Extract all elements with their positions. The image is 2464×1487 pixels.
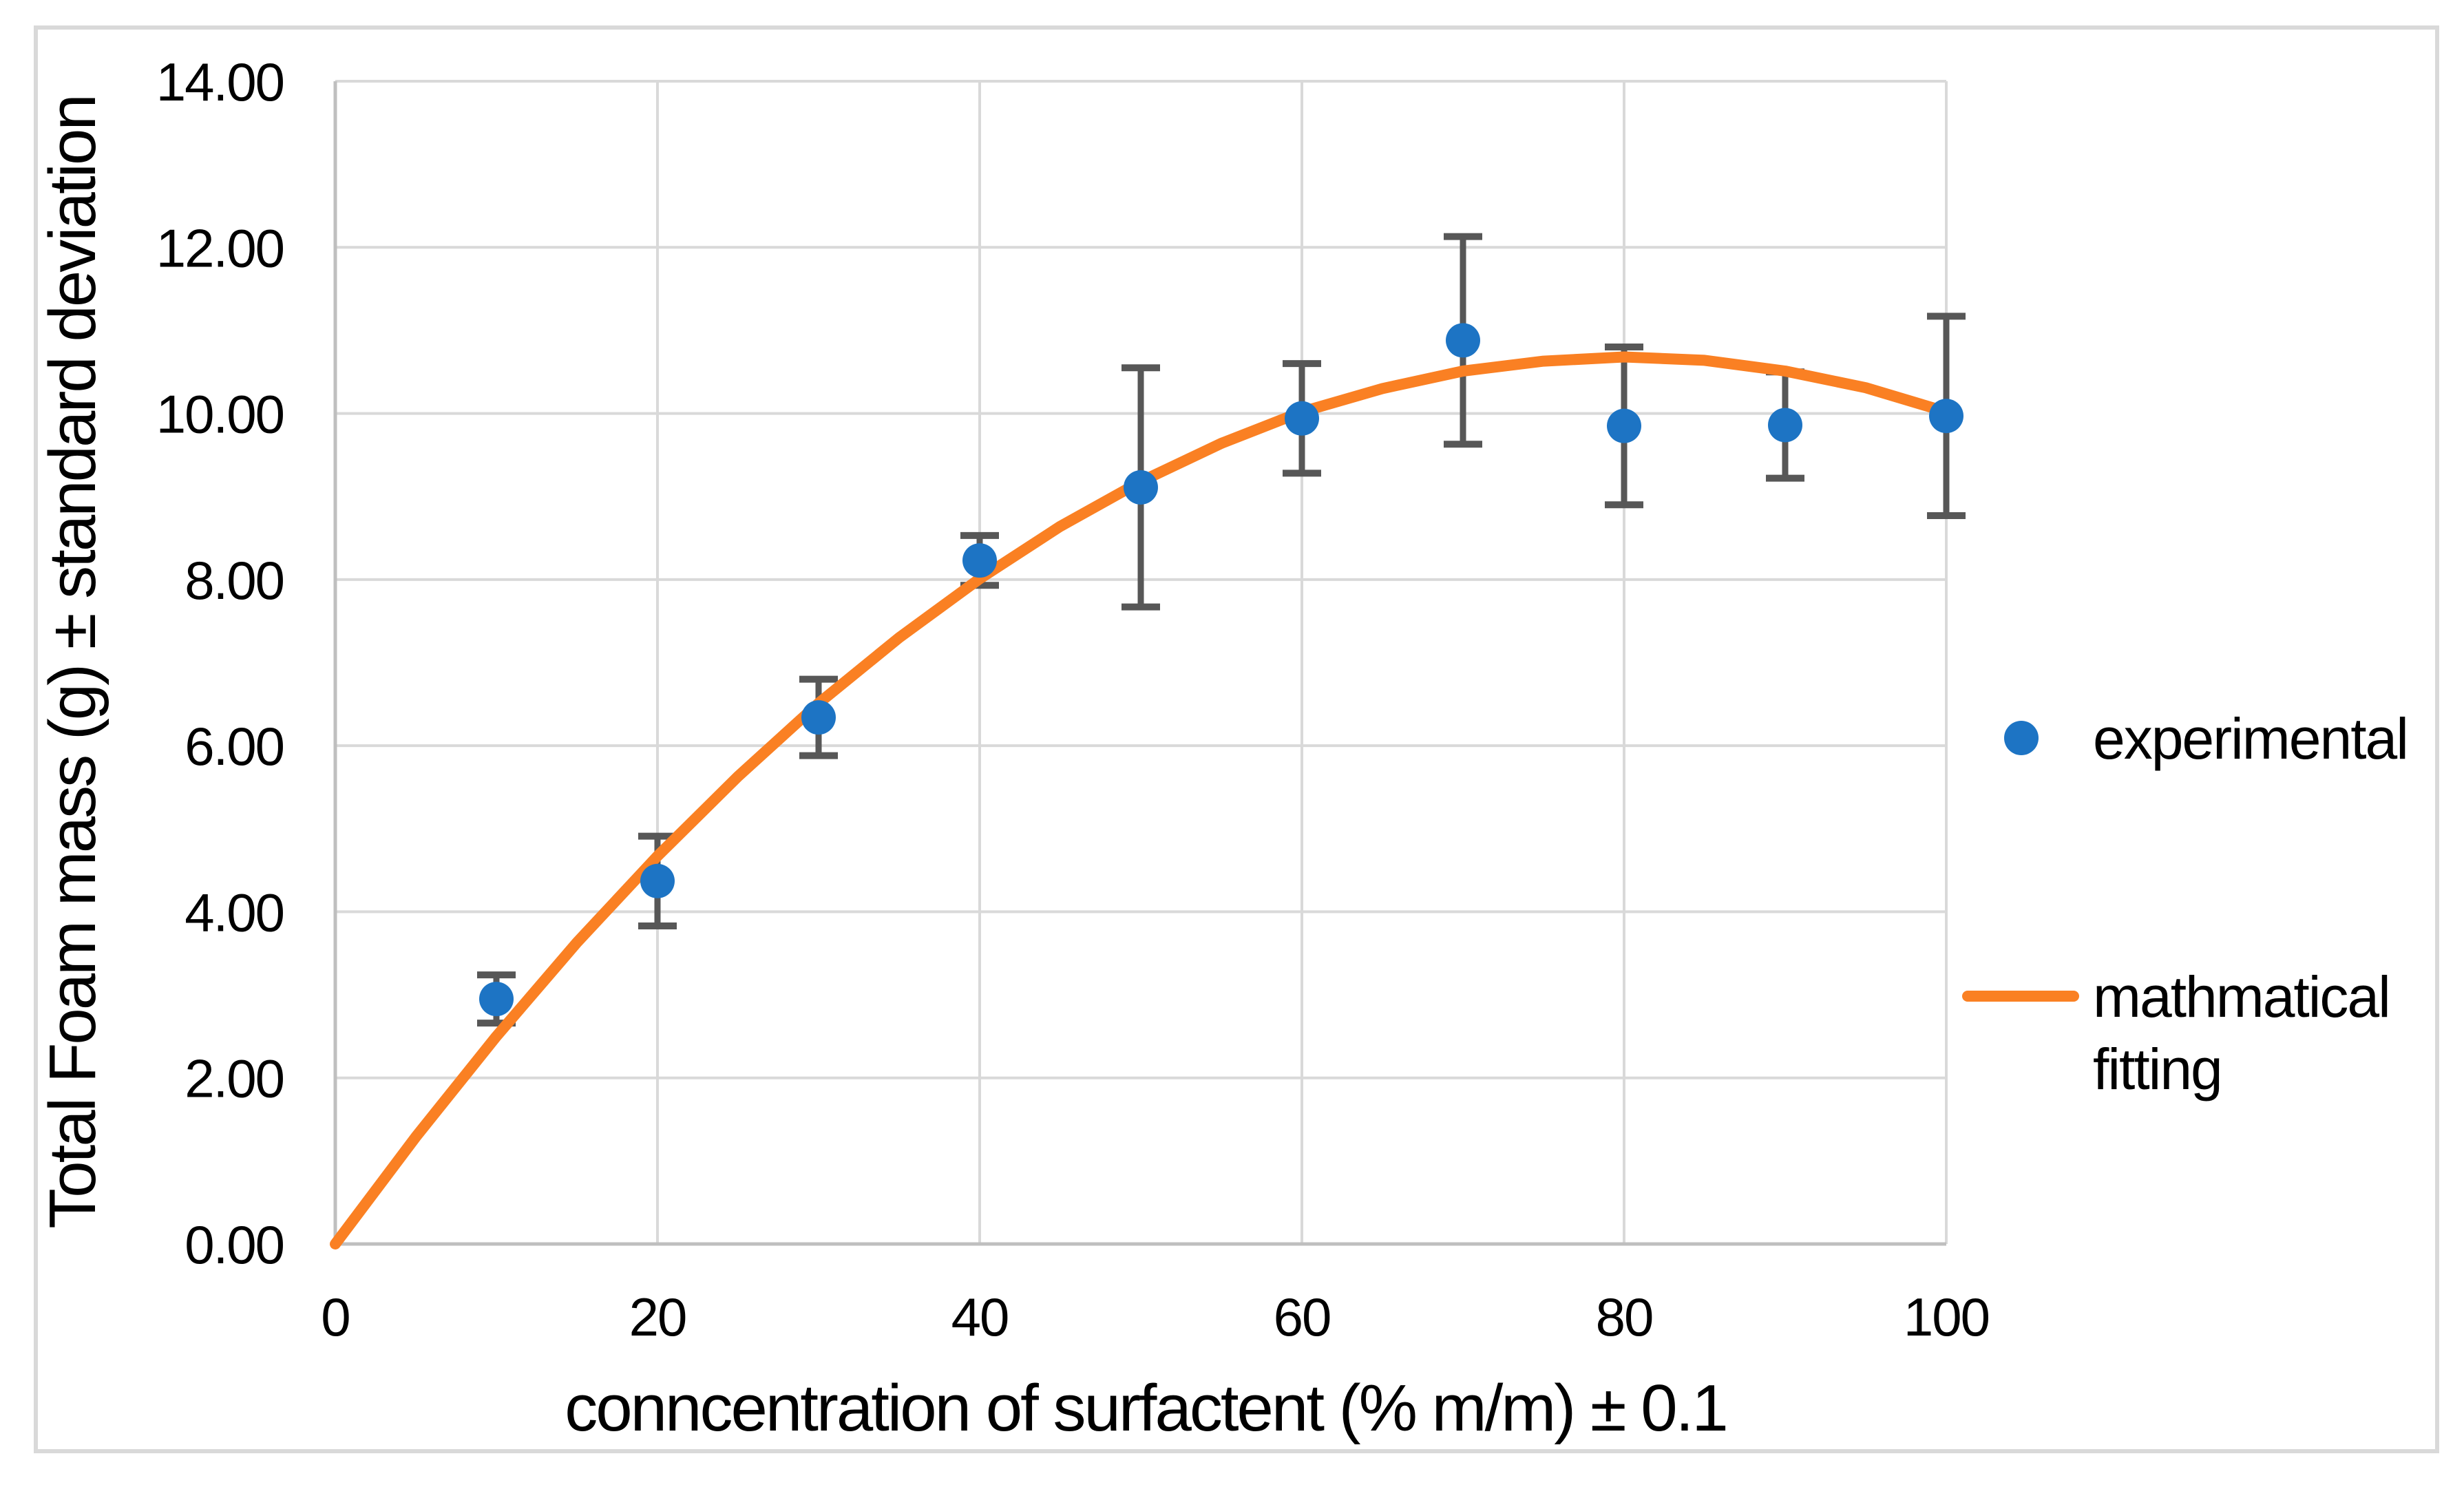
- data-point: [1446, 323, 1480, 358]
- data-point: [801, 700, 836, 735]
- data-point: [640, 863, 675, 898]
- y-tick-label: 4.00: [185, 882, 284, 942]
- y-tick-label: 2.00: [185, 1048, 284, 1109]
- legend-label-experimental: experimental: [2093, 706, 2408, 771]
- data-point: [1124, 470, 1158, 505]
- y-tick-label: 8.00: [185, 550, 284, 611]
- x-tick-label: 80: [1596, 1287, 1653, 1347]
- data-point: [1607, 408, 1641, 443]
- x-tick-label: 20: [629, 1287, 686, 1347]
- data-point: [479, 982, 514, 1017]
- figure-border: [34, 25, 2439, 1453]
- y-axis-tick-labels: 0.00 2.00 4.00 6.00 8.00 10.00 12.00 14.00: [156, 52, 285, 1275]
- data-point: [962, 543, 997, 578]
- y-tick-label: 12.00: [156, 218, 284, 278]
- data-point: [1929, 399, 1963, 434]
- y-tick-label: 0.00: [185, 1214, 284, 1275]
- legend-label-fit: mathmatical: [2093, 964, 2390, 1029]
- y-tick-label: 6.00: [185, 716, 284, 777]
- y-tick-label: 14.00: [156, 52, 284, 112]
- data-point: [1768, 408, 1802, 443]
- scatter-point-series: [479, 323, 1963, 1017]
- plot-axes: [333, 81, 1946, 1246]
- data-point: [1285, 401, 1319, 436]
- y-tick-label: 10.00: [156, 384, 284, 445]
- x-tick-label: 40: [951, 1287, 1009, 1347]
- x-tick-label: 0: [321, 1287, 349, 1347]
- x-tick-label: 60: [1274, 1287, 1331, 1347]
- legend: experimental mathmatical fitting: [1962, 706, 2409, 1101]
- legend-marker-experimental: [2004, 721, 2039, 755]
- x-axis-title: conncentration of surfactent (% m/m) ± 0…: [565, 1371, 1726, 1445]
- x-tick-label: 100: [1904, 1287, 1989, 1347]
- x-axis-tick-labels: 0 20 40 60 80 100: [321, 1287, 1990, 1347]
- y-axis-title: Total Foam mass (g) ± standard deviation: [36, 96, 109, 1228]
- legend-label-fit: fitting: [2093, 1037, 2222, 1101]
